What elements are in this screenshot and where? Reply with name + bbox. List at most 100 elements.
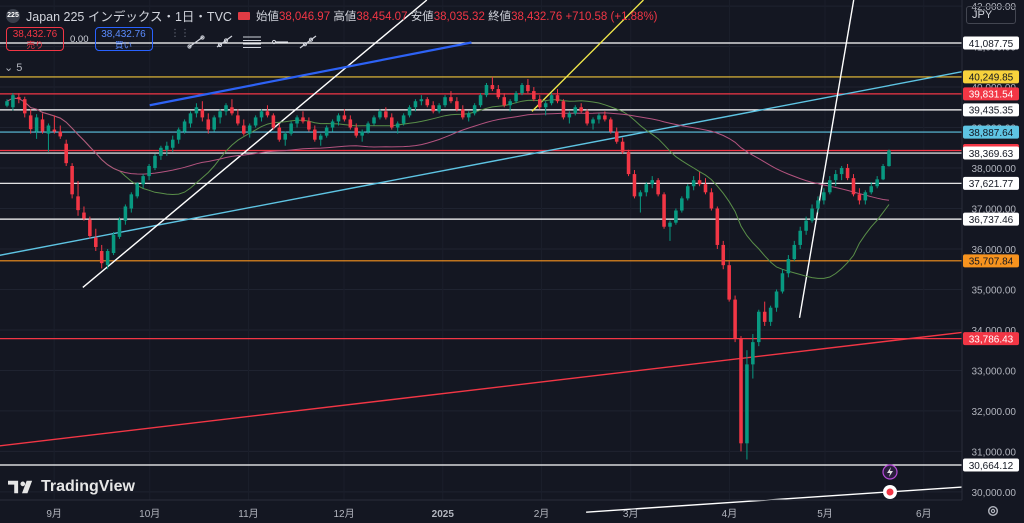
candle-body: [715, 208, 720, 245]
candle-body: [543, 103, 548, 108]
moving-averages: [6, 97, 890, 279]
candle-body: [620, 141, 625, 152]
change-value: +710.58 (+1.88%): [565, 10, 658, 23]
candle-body: [585, 111, 589, 124]
high-value: 38,454.07: [356, 10, 408, 23]
market-closed-flag-icon: [237, 11, 250, 20]
candle-body: [99, 251, 104, 264]
candle-body: [845, 168, 850, 179]
buy-button[interactable]: 38,432.76 買い: [94, 27, 153, 51]
trend-line-tool-icon[interactable]: [184, 31, 208, 53]
candle-body: [751, 342, 755, 365]
trend-lines: [0, 0, 963, 513]
candle-body: [520, 85, 524, 94]
price-tick-label: 38,000.00: [972, 164, 1017, 175]
symbol-title[interactable]: Japan 225 インデックス・1日・TVC: [26, 10, 232, 24]
candle-body: [579, 107, 583, 112]
price-level-label: 38,887.64: [969, 128, 1014, 139]
candle-body: [301, 117, 305, 122]
candle-body: [875, 179, 879, 187]
candle-body: [40, 119, 45, 132]
trend-line: [0, 331, 963, 447]
close-label: 終値: [488, 10, 512, 23]
candle-body: [230, 107, 234, 114]
candle-body: [691, 180, 696, 187]
ray-tool-icon[interactable]: [212, 31, 236, 53]
sell-label: 売り: [26, 40, 44, 50]
chart-header: 225 Japan 225 インデックス・1日・TVC 始値38,046.97 …: [6, 6, 658, 25]
price-level-label: 37,621.77: [969, 179, 1014, 190]
dividend-event-dot-icon: [886, 488, 894, 496]
candle-body: [508, 101, 512, 106]
line-tools-count-value: 5: [16, 62, 23, 74]
candle-body: [336, 115, 341, 122]
price-tick-label: 30,000.00: [972, 488, 1017, 499]
price-tick-label: 35,000.00: [972, 285, 1017, 296]
candle-body: [407, 107, 412, 116]
candle-body: [17, 97, 21, 100]
candle-body: [277, 127, 282, 140]
candle-body: [28, 115, 33, 130]
currency-selector[interactable]: JPY: [966, 6, 1016, 24]
open-label: 始値: [255, 10, 279, 23]
candle-body: [271, 115, 276, 128]
candle-body: [135, 183, 140, 197]
candle-body: [502, 97, 507, 106]
candle-body: [194, 107, 199, 114]
candle-body: [466, 113, 471, 118]
candle-body: [857, 194, 862, 201]
candle-body: [111, 234, 116, 254]
candle-body: [650, 180, 654, 185]
candle-body: [88, 219, 92, 237]
candle-body: [94, 237, 98, 247]
candle-body: [318, 135, 323, 140]
candle-body: [247, 125, 252, 134]
line-tools-count[interactable]: ⌄ 5: [4, 62, 23, 74]
time-tick-label: 3月: [623, 508, 639, 520]
price-level-label-bg: [963, 146, 1019, 160]
price-level-label: 39,831.54: [969, 90, 1014, 101]
sell-button[interactable]: 38,432.76 売り: [6, 27, 64, 51]
settings-gear-icon[interactable]: [986, 504, 1000, 518]
price-tick-label: 36,000.00: [972, 245, 1017, 256]
time-tick-label: 5月: [817, 508, 833, 520]
candle-body: [822, 192, 826, 201]
candle-body: [129, 194, 134, 209]
candle-body: [756, 311, 761, 343]
price-level-label-bg: [963, 176, 1019, 190]
candle-body: [626, 151, 631, 175]
drag-handle-icon[interactable]: ⋮⋮: [170, 28, 190, 39]
open-value: 38,046.97: [278, 10, 331, 23]
candle-body: [833, 174, 838, 181]
candle-body: [567, 113, 572, 118]
candle-body: [455, 101, 459, 110]
candle-body: [218, 111, 222, 118]
candle-body: [472, 105, 477, 114]
candle-body: [810, 208, 814, 221]
price-level-label: 40,249.85: [969, 73, 1014, 84]
time-tick-label: 10月: [139, 508, 160, 520]
candle-body: [674, 210, 678, 223]
candles: [5, 76, 891, 460]
parallel-channel-tool-icon[interactable]: [240, 31, 264, 53]
time-tick-label: 11月: [238, 508, 258, 520]
candle-body: [330, 121, 335, 128]
trend-line: [82, 0, 428, 288]
candle-body: [614, 131, 619, 142]
candle-body: [437, 105, 441, 112]
candle-body: [64, 143, 68, 164]
buy-label: 買い: [114, 40, 132, 50]
candle-body: [200, 109, 205, 118]
extended-line-tool-icon[interactable]: [296, 31, 320, 53]
price-level-label-bg: [963, 103, 1019, 117]
candle-body: [70, 165, 74, 195]
candle-body: [153, 155, 157, 169]
candle-body: [709, 192, 714, 209]
price-level-label-bg: [963, 70, 1019, 84]
candle-body: [768, 307, 773, 322]
horizontal-ray-tool-icon[interactable]: [268, 31, 292, 53]
candle-body: [378, 111, 382, 118]
price-tick-label: 32,000.00: [972, 407, 1017, 418]
candle-body: [354, 127, 359, 136]
